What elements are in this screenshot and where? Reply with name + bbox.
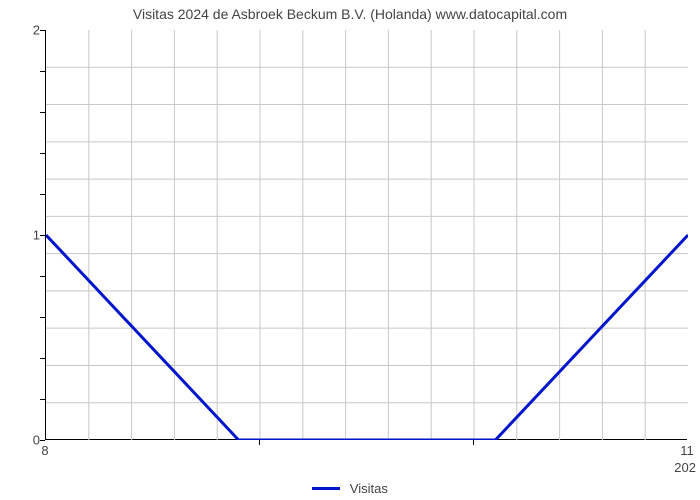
legend: Visitas [0, 480, 700, 496]
y-tick-mark [40, 235, 45, 236]
y-minor-tick-mark [40, 71, 45, 72]
y-minor-tick-mark [40, 399, 45, 400]
plot-area [45, 30, 687, 440]
y-tick-mark [40, 30, 45, 31]
y-tick-mark [40, 440, 45, 441]
x-tick-label: 8 [41, 443, 48, 458]
bottom-right-label: 202 [674, 460, 696, 475]
legend-label: Visitas [350, 481, 388, 496]
x-minor-tick-mark [259, 440, 260, 445]
y-tick-label: 0 [10, 433, 40, 448]
y-minor-tick-mark [40, 112, 45, 113]
x-tick-label: 11 [680, 443, 694, 458]
grid [46, 30, 688, 440]
y-minor-tick-mark [40, 153, 45, 154]
y-tick-label: 2 [10, 23, 40, 38]
x-minor-tick-mark [473, 440, 474, 445]
y-tick-label: 1 [10, 228, 40, 243]
y-minor-tick-mark [40, 358, 45, 359]
y-minor-tick-mark [40, 317, 45, 318]
series-line [46, 235, 688, 440]
legend-swatch [312, 487, 340, 490]
chart-title: Visitas 2024 de Asbroek Beckum B.V. (Hol… [0, 6, 700, 22]
y-minor-tick-mark [40, 194, 45, 195]
chart-container: Visitas 2024 de Asbroek Beckum B.V. (Hol… [0, 0, 700, 500]
y-minor-tick-mark [40, 276, 45, 277]
plot-svg [46, 30, 688, 440]
